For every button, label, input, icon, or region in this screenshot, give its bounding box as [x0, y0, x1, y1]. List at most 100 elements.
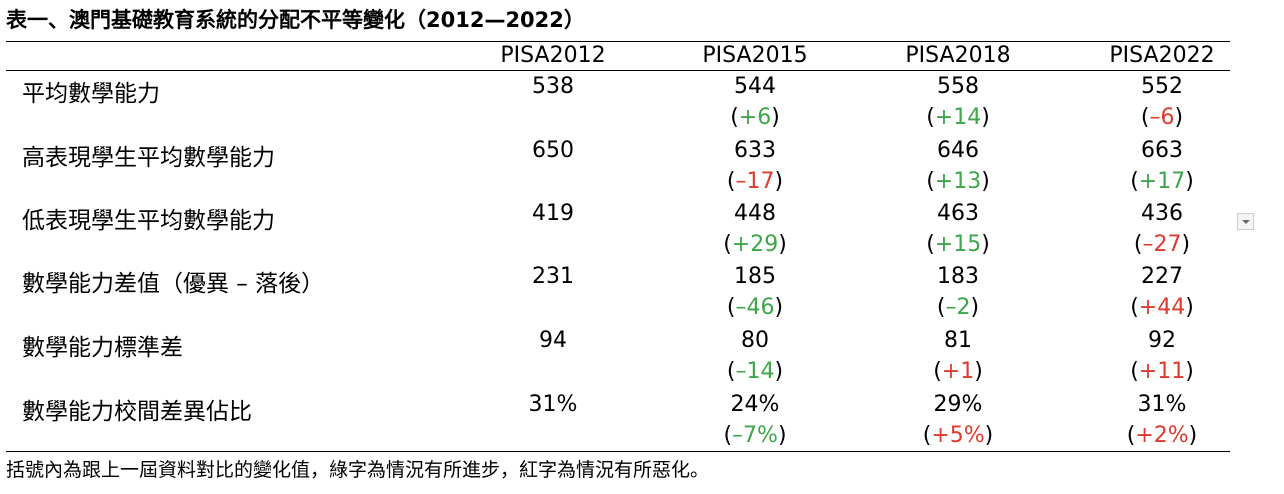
change-value: +2% [1135, 423, 1189, 448]
cell-value: 94 [539, 328, 567, 353]
change-value: +5% [931, 423, 985, 448]
rule [6, 451, 1230, 452]
change-value: +14 [934, 105, 982, 130]
cell-value: 419 [532, 201, 574, 226]
cell-change: (–7%) [723, 423, 786, 448]
bracket: ) [1185, 295, 1194, 320]
column-header: PISA2022 [1109, 43, 1215, 68]
cell-change: (+15) [926, 232, 990, 257]
cell-change: (–27) [1134, 232, 1190, 257]
bracket: ) [981, 169, 990, 194]
bracket: ( [726, 359, 736, 384]
cell-value: 231 [532, 264, 574, 289]
bracket: ) [970, 295, 980, 320]
change-value: +29 [731, 232, 779, 257]
change-value: –27 [1142, 232, 1182, 257]
bracket: ( [1130, 169, 1139, 194]
bracket: ( [936, 295, 946, 320]
bracket: ( [1130, 359, 1139, 384]
cell-value: 436 [1141, 201, 1183, 226]
cell-value: 463 [937, 201, 979, 226]
change-value: –46 [735, 295, 775, 320]
change-value: –7% [732, 423, 778, 448]
cell-value: 185 [734, 264, 776, 289]
rule [6, 41, 1230, 42]
bracket: ) [1185, 169, 1194, 194]
cell-value: 227 [1141, 264, 1183, 289]
cell-change: (–6) [1141, 105, 1183, 130]
bracket: ) [981, 232, 990, 257]
cell-change: (+17) [1130, 169, 1194, 194]
bracket: ( [926, 105, 935, 130]
bracket: ) [974, 359, 983, 384]
row-label: 數學能力標準差 [22, 335, 183, 361]
bracket: ( [1126, 423, 1136, 448]
change-value: +15 [934, 232, 982, 257]
bracket: ( [926, 232, 935, 257]
bracket: ) [1181, 232, 1191, 257]
bracket: ( [922, 423, 932, 448]
cell-change: (–2) [937, 295, 979, 320]
change-value: –17 [735, 169, 775, 194]
bracket: ) [774, 295, 784, 320]
cell-change: (+44) [1130, 295, 1194, 320]
change-value: +13 [934, 169, 982, 194]
row-label: 低表現學生平均數學能力 [22, 208, 275, 234]
cell-value: 92 [1148, 328, 1176, 353]
cell-change: (–46) [727, 295, 783, 320]
bracket: ) [774, 359, 784, 384]
cell-value: 663 [1141, 138, 1183, 163]
cell-change: (+29) [723, 232, 787, 257]
change-value: –6 [1149, 105, 1175, 130]
footnote: 括號內為跟上一屆資料對比的變化值，綠字為情況有所進步，紅字為情況有所惡化。 [6, 459, 710, 481]
change-value: +6 [738, 105, 772, 130]
change-value: –2 [945, 295, 971, 320]
row-label: 數學能力差值（優異 – 落後） [22, 271, 325, 297]
cell-value: 633 [734, 138, 776, 163]
change-value: +44 [1138, 295, 1186, 320]
cell-value: 558 [937, 74, 979, 99]
cell-value: 650 [532, 138, 574, 163]
table-title: 表一、澳門基礎教育系統的分配不平等變化（2012—2022） [6, 8, 585, 32]
bracket: ) [777, 423, 787, 448]
column-header: PISA2015 [702, 43, 808, 68]
cell-change: (+11) [1130, 359, 1194, 384]
cell-value: 538 [532, 74, 574, 99]
cell-value: 29% [933, 392, 983, 417]
bracket: ( [926, 169, 935, 194]
cell-change: (+5%) [923, 423, 994, 448]
cell-change: (+13) [926, 169, 990, 194]
bracket: ( [726, 295, 736, 320]
bracket: ) [1185, 359, 1194, 384]
bracket: ) [774, 169, 784, 194]
column-header: PISA2018 [905, 43, 1011, 68]
bracket: ( [730, 105, 739, 130]
cell-value: 31% [1137, 392, 1187, 417]
cell-value: 646 [937, 138, 979, 163]
cell-value: 544 [734, 74, 776, 99]
bracket: ( [723, 423, 733, 448]
bracket: ( [1130, 295, 1139, 320]
cell-value: 552 [1141, 74, 1183, 99]
change-value: –14 [735, 359, 775, 384]
change-value: +17 [1138, 169, 1186, 194]
cell-change: (–17) [727, 169, 783, 194]
cell-value: 31% [528, 392, 578, 417]
cell-value: 81 [944, 328, 972, 353]
bracket: ) [1174, 105, 1184, 130]
cell-change: (+6) [730, 105, 780, 130]
cell-value: 80 [741, 328, 769, 353]
bracket: ( [1133, 232, 1143, 257]
cell-value: 183 [937, 264, 979, 289]
cell-change: (+2%) [1127, 423, 1198, 448]
row-label: 數學能力校間差異佔比 [22, 399, 252, 425]
cell-change: (+1) [933, 359, 983, 384]
bracket: ( [933, 359, 942, 384]
bracket: ) [778, 232, 787, 257]
change-value: +11 [1138, 359, 1186, 384]
bracket: ( [723, 232, 732, 257]
row-label: 平均數學能力 [22, 81, 160, 107]
column-header: PISA2012 [500, 43, 606, 68]
dropdown-button[interactable] [1237, 213, 1254, 230]
